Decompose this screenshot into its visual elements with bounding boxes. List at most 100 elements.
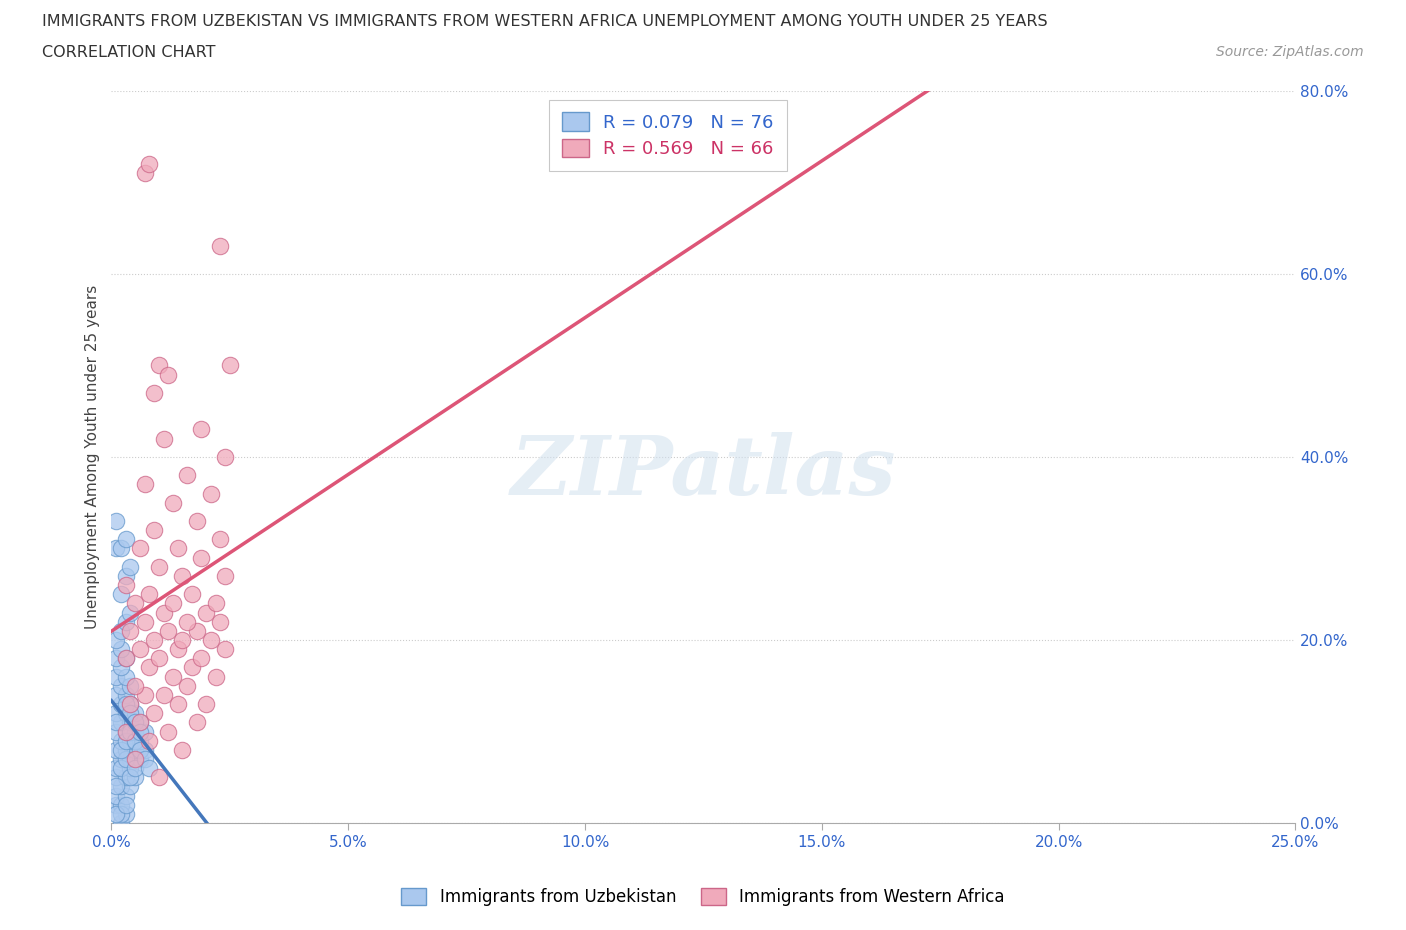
Point xyxy=(110,816,132,830)
Point xyxy=(190,422,212,437)
Point xyxy=(120,605,142,620)
Point xyxy=(162,596,184,611)
Point xyxy=(157,623,180,638)
Point xyxy=(120,697,142,711)
Point xyxy=(120,724,142,739)
Point xyxy=(166,697,188,711)
Text: ZIPatlas: ZIPatlas xyxy=(510,432,896,512)
Point xyxy=(124,596,146,611)
Point xyxy=(110,779,132,794)
Point xyxy=(190,651,212,666)
Point xyxy=(190,551,212,565)
Point xyxy=(148,559,170,574)
Point xyxy=(128,715,150,730)
Point xyxy=(209,532,232,547)
Point xyxy=(166,541,188,556)
Point xyxy=(128,724,150,739)
Point xyxy=(105,513,128,528)
Legend: Immigrants from Uzbekistan, Immigrants from Western Africa: Immigrants from Uzbekistan, Immigrants f… xyxy=(395,881,1011,912)
Point xyxy=(105,724,128,739)
Point xyxy=(110,761,132,776)
Point xyxy=(114,651,136,666)
Point xyxy=(124,715,146,730)
Point xyxy=(105,742,128,757)
Point xyxy=(128,642,150,657)
Point xyxy=(114,578,136,592)
Point xyxy=(114,806,136,821)
Point xyxy=(114,697,136,711)
Point xyxy=(124,761,146,776)
Point xyxy=(148,358,170,373)
Point xyxy=(114,724,136,739)
Point xyxy=(162,496,184,511)
Point xyxy=(214,568,236,583)
Point xyxy=(148,651,170,666)
Point xyxy=(114,751,136,766)
Point xyxy=(134,477,156,492)
Point xyxy=(195,697,218,711)
Point xyxy=(105,761,128,776)
Point xyxy=(110,806,132,821)
Point xyxy=(114,770,136,785)
Point xyxy=(152,687,174,702)
Point xyxy=(172,632,194,647)
Point xyxy=(114,614,136,629)
Point xyxy=(204,670,226,684)
Point xyxy=(110,715,132,730)
Point xyxy=(110,678,132,693)
Text: Source: ZipAtlas.com: Source: ZipAtlas.com xyxy=(1216,45,1364,59)
Point xyxy=(120,761,142,776)
Point xyxy=(143,385,166,400)
Point xyxy=(134,724,156,739)
Point xyxy=(114,733,136,748)
Point xyxy=(105,797,128,812)
Point xyxy=(105,789,128,804)
Point xyxy=(120,715,142,730)
Point xyxy=(186,715,208,730)
Point xyxy=(110,623,132,638)
Point xyxy=(110,697,132,711)
Point xyxy=(105,687,128,702)
Point xyxy=(176,468,198,483)
Point xyxy=(148,770,170,785)
Point xyxy=(105,632,128,647)
Point xyxy=(114,651,136,666)
Point xyxy=(200,486,222,501)
Point xyxy=(124,742,146,757)
Point xyxy=(209,239,232,254)
Point xyxy=(218,358,240,373)
Point xyxy=(114,724,136,739)
Text: CORRELATION CHART: CORRELATION CHART xyxy=(42,45,215,60)
Point xyxy=(214,642,236,657)
Point xyxy=(124,733,146,748)
Point xyxy=(128,742,150,757)
Point xyxy=(114,706,136,721)
Point xyxy=(134,166,156,180)
Point xyxy=(110,587,132,602)
Point xyxy=(110,642,132,657)
Point xyxy=(204,596,226,611)
Point xyxy=(172,568,194,583)
Point xyxy=(176,678,198,693)
Point xyxy=(200,632,222,647)
Point xyxy=(157,724,180,739)
Point xyxy=(134,751,156,766)
Point xyxy=(138,761,160,776)
Point xyxy=(152,605,174,620)
Point xyxy=(105,806,128,821)
Point xyxy=(138,660,160,675)
Point xyxy=(157,367,180,382)
Point xyxy=(128,751,150,766)
Point xyxy=(214,449,236,464)
Point xyxy=(120,559,142,574)
Point xyxy=(110,742,132,757)
Point xyxy=(120,770,142,785)
Point xyxy=(105,779,128,794)
Point xyxy=(138,587,160,602)
Point xyxy=(120,751,142,766)
Point xyxy=(105,670,128,684)
Point xyxy=(209,614,232,629)
Y-axis label: Unemployment Among Youth under 25 years: Unemployment Among Youth under 25 years xyxy=(86,285,100,629)
Point xyxy=(186,623,208,638)
Point xyxy=(124,678,146,693)
